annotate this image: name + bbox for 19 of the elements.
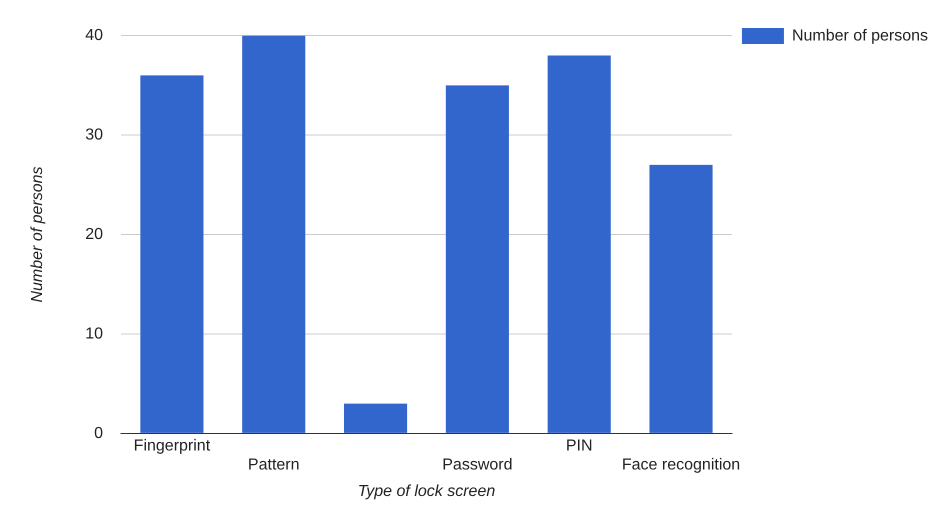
legend-label: Number of persons	[792, 27, 928, 44]
bar	[344, 404, 408, 433]
bar	[446, 85, 509, 433]
bar	[140, 75, 204, 433]
x-tick-label: Pattern	[248, 456, 300, 474]
y-tick-label: 20	[85, 226, 104, 243]
y-tick-label: 30	[85, 126, 104, 144]
bar	[242, 36, 306, 433]
x-tick-label: Fingerprint	[134, 437, 211, 454]
x-tick-label: Face recognition	[622, 456, 740, 474]
x-tick-label: PIN	[566, 437, 593, 454]
y-tick-label: 0	[94, 424, 104, 442]
y-axis-title: Number of persons	[29, 166, 46, 303]
y-tick-label: 40	[85, 27, 104, 44]
bar	[548, 55, 611, 433]
y-tick-label: 10	[85, 325, 104, 342]
x-axis-title: Type of lock screen	[358, 482, 496, 500]
x-tick-label: Password	[442, 456, 513, 474]
bar	[649, 164, 713, 433]
